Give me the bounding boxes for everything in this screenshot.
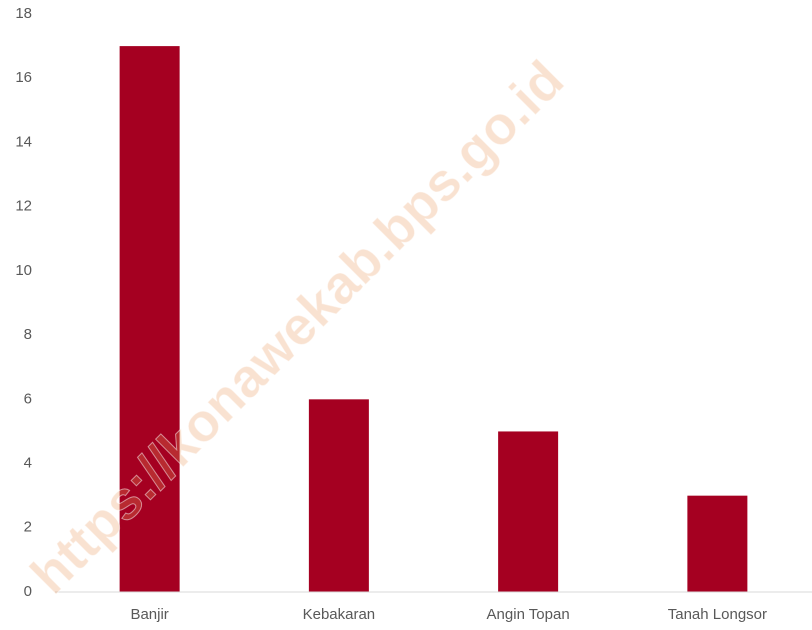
- y-tick-label: 10: [15, 262, 32, 279]
- x-tick-label: Banjir: [130, 606, 168, 623]
- bar: [687, 495, 748, 592]
- bar: [308, 399, 369, 592]
- y-tick-label: 2: [24, 519, 32, 536]
- y-tick-label: 4: [24, 455, 32, 472]
- bar: [498, 431, 559, 592]
- y-tick-label: 6: [24, 390, 32, 407]
- y-tick-label: 0: [24, 583, 32, 600]
- y-tick-label: 16: [15, 69, 32, 86]
- bar: [119, 46, 180, 593]
- y-tick-label: 18: [15, 5, 32, 22]
- y-tick-label: 14: [15, 133, 32, 150]
- x-tick-label: Angin Topan: [487, 606, 570, 623]
- x-tick-label: Tanah Longsor: [668, 606, 767, 623]
- x-tick-label: Kebakaran: [303, 606, 376, 623]
- y-tick-label: 12: [15, 198, 32, 215]
- watermark: https://konawekab.bps.go.id: [19, 49, 575, 605]
- y-tick-label: 8: [24, 326, 32, 343]
